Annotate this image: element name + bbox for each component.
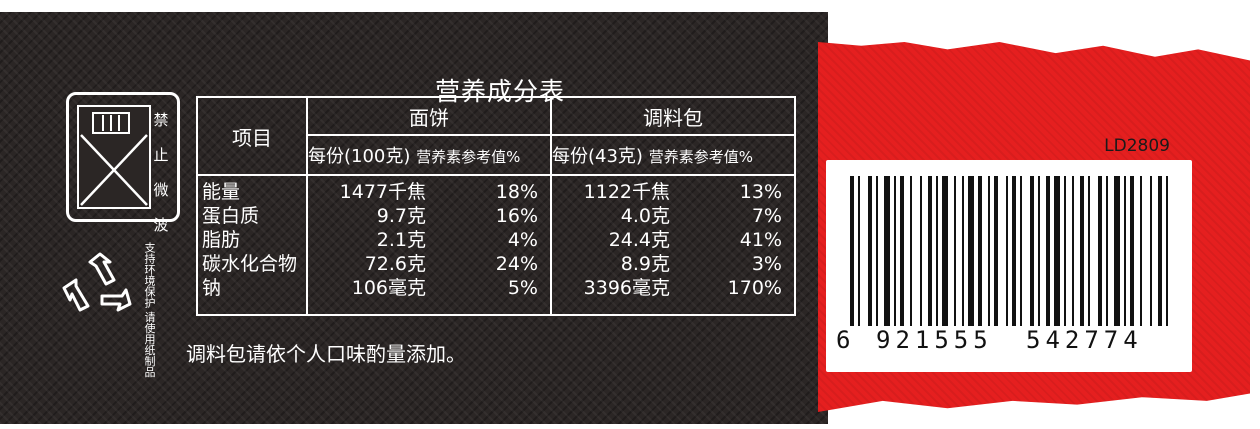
barcode-bar [994,176,998,336]
barcode-bar [942,176,948,336]
seasoning-nrv: 41% [739,229,782,251]
seasoning-amount: 8.9克 [620,253,670,275]
noodle-amount: 106毫克 [351,277,426,299]
product-code: LD2809 [1104,136,1170,156]
barcode-bar [962,176,964,336]
barcode-bar [1158,176,1162,336]
barcode-panel: LD2809 6 921555 542774 [826,136,1192,372]
barcode-bar [988,176,990,336]
barcode-bar [1140,176,1142,336]
seasoning-nrv: 13% [739,181,782,203]
barcode-bar [1030,176,1034,336]
seasoning-row: 4.0克 7% [552,204,794,228]
noodle-nrv: 16% [495,205,538,227]
item-carbohydrate: 碳水化合物 [202,253,298,275]
barcode-bar [1064,176,1066,336]
noodle-row: 1477千焦 18% [308,180,550,204]
item-header: 项目 [196,96,308,176]
recycle-icon [62,252,132,312]
seasoning-serving-label: 每份(43克) [552,146,643,167]
noodle-values: 1477千焦 18% 9.7克 16% 2.1克 4% 72.6克 24% 106毫克 5… [306,174,552,316]
seasoning-amount: 4.0克 [620,205,670,227]
barcode-bar [978,176,982,336]
noodle-subheader: 每份(100克) 营养素参考值% [306,134,552,176]
noodle-row: 72.6克 24% [308,252,550,276]
seasoning-values: 1122千焦 13% 4.0克 7% 24.4克 41% 8.9克 3% 3396毫克 1… [550,174,796,316]
barcode-bar [1072,176,1074,336]
barcode-bar [850,176,854,336]
noodle-row: 9.7克 16% [308,204,550,228]
noodle-row: 2.1克 4% [308,228,550,252]
barcode-bar [1006,176,1008,336]
noodle-amount: 2.1克 [376,229,426,251]
barcode-bar [1088,176,1090,336]
barcode-bar [1038,176,1040,336]
noodle-row: 106毫克 5% [308,276,550,300]
seasoning-row: 24.4克 41% [552,228,794,252]
seasoning-nrv: 7% [751,205,782,227]
seasoning-note: 调料包请依个人口味酌量添加。 [186,342,466,366]
barcode-bar [1114,176,1120,336]
noodle-nrv: 24% [495,253,538,275]
microwave-box-icon [77,105,151,209]
nutrition-table: 项目 面饼 调料包 每份(100克) 营养素参考值% 每份(43克) 营养素参考… [196,96,796,316]
seasoning-subheader: 每份(43克) 营养素参考值% [550,134,796,176]
seasoning-header: 调料包 [550,96,796,136]
barcode-bar [910,176,912,336]
barcode-bar [894,176,896,336]
noodle-serving-label: 每份(100克) [308,146,411,167]
barcode-bar [1124,176,1126,336]
noodle-header: 面饼 [306,96,552,136]
seasoning-amount: 24.4克 [608,229,670,251]
barcode-bar [900,176,904,336]
barcode-bar [928,176,932,336]
barcode-bar [1080,176,1084,336]
barcode-bars [850,176,1168,336]
barcode-bar [968,176,974,336]
noodle-amount: 72.6克 [364,253,426,275]
item-names: 能量 蛋白质 脂肪 碳水化合物 钠 [196,174,308,316]
noodle-amount: 1477千焦 [339,181,426,203]
recycle-text: 支持环境保护 请使用纸制品 [143,242,156,378]
barcode-digits: 6 921555 542774 [836,326,1182,358]
barcode-bar [1150,176,1152,336]
barcode-bar [876,176,878,336]
barcode-bar [1020,176,1022,336]
barcode-bar [1166,176,1168,336]
noodle-amount: 9.7克 [376,205,426,227]
no-microwave-icon: 禁止微波 [66,92,180,234]
barcode-bar [1054,176,1060,336]
barcode-bar [1098,176,1102,336]
seasoning-amount: 3396毫克 [583,277,670,299]
seasoning-nrv: 3% [751,253,782,275]
noodle-nrv: 5% [507,277,538,299]
seasoning-row: 1122千焦 13% [552,180,794,204]
barcode-bar [954,176,956,336]
seasoning-nrv-label: 营养素参考值% [648,148,753,166]
seasoning-amount: 1122千焦 [583,181,670,203]
barcode-bar [1106,176,1108,336]
noodle-nrv-label: 营养素参考值% [416,148,521,166]
barcode-bar [858,176,860,336]
barcode-bar [1130,176,1134,336]
item-fat: 脂肪 [202,229,241,251]
barcode-first-digit: 6 [836,326,856,354]
barcode-bar [1046,176,1050,336]
barcode-bar [884,176,890,336]
seasoning-nrv: 170% [727,277,782,299]
barcode-bar [868,176,872,336]
barcode-bar [936,176,938,336]
noodle-nrv: 4% [507,229,538,251]
noodle-nrv: 18% [495,181,538,203]
barcode-bar [1012,176,1016,336]
no-microwave-label: 禁止微波 [153,111,169,234]
item-protein: 蛋白质 [202,205,260,227]
barcode-left-digits: 921555 [876,326,993,354]
item-sodium: 钠 [202,277,222,299]
seasoning-row: 8.9克 3% [552,252,794,276]
seasoning-row: 3396毫克 170% [552,276,794,300]
item-energy: 能量 [202,181,241,203]
barcode-right-digits: 542774 [1026,326,1143,354]
barcode-bar [920,176,922,336]
